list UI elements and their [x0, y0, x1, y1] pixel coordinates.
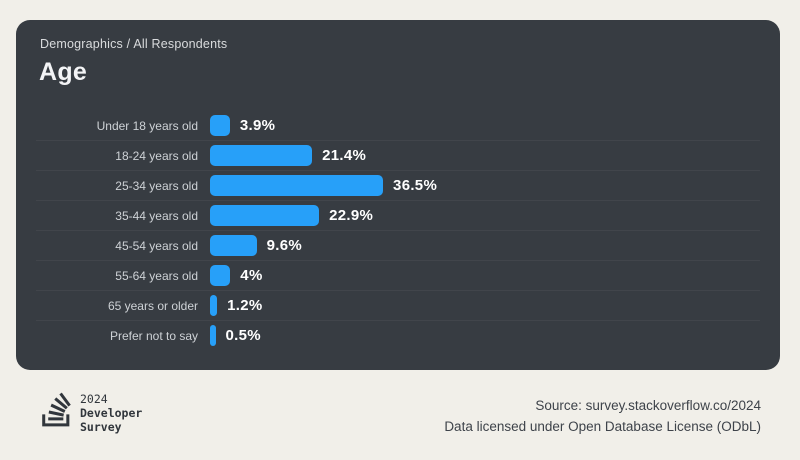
survey-logo-text: 2024 Developer Survey [80, 390, 142, 434]
bar [210, 115, 230, 136]
bar-value: 22.9% [329, 207, 374, 224]
bar-area: 21.4% [210, 145, 760, 166]
bar [210, 295, 218, 316]
logo-year: 2024 [80, 392, 108, 406]
bar-area: 9.6% [210, 235, 760, 256]
logo-line-survey: Survey [80, 420, 122, 434]
chart-row: 45-54 years old 9.6% [36, 230, 760, 260]
bar [210, 265, 231, 286]
bar-value: 4% [240, 267, 263, 284]
bar [210, 145, 313, 166]
bar-value: 9.6% [266, 237, 302, 254]
row-label: 18-24 years old [115, 148, 198, 163]
chart-row: 35-44 years old 22.9% [36, 200, 760, 230]
bar [210, 205, 320, 226]
age-bar-chart: Under 18 years old 3.9% 18-24 years old 21.… [36, 110, 760, 350]
stackoverflow-logo-icon [42, 392, 71, 427]
bar-area: 22.9% [210, 205, 760, 226]
bar-value: 21.4% [322, 147, 367, 164]
chart-row: Prefer not to say 0.5% [36, 320, 760, 350]
row-label: Prefer not to say [109, 328, 198, 343]
bar-area: 4% [210, 265, 760, 286]
row-label: 45-54 years old [115, 238, 198, 253]
chart-row: 55-64 years old 4% [36, 260, 760, 290]
survey-card: Demographics / All Respondents Age Under… [16, 20, 780, 370]
bar [210, 175, 384, 196]
logo-line-developer: Developer [80, 406, 143, 420]
breadcrumb: Demographics / All Respondents [40, 37, 228, 51]
chart-row: 25-34 years old 36.5% [36, 170, 760, 200]
source-text: Source: survey.stackoverflow.co/2024 [535, 398, 761, 413]
footer-source: Source: survey.stackoverflow.co/2024 Dat… [444, 395, 761, 437]
bar-value: 3.9% [239, 117, 276, 134]
bar [210, 235, 257, 256]
bar-value: 0.5% [225, 327, 261, 344]
bar-area: 3.9% [210, 115, 760, 136]
bar-value: 1.2% [227, 297, 263, 314]
chart-row: Under 18 years old 3.9% [36, 110, 760, 140]
chart-row: 65 years or older 1.2% [36, 290, 760, 320]
bar-value: 36.5% [393, 177, 438, 194]
row-label: 35-44 years old [115, 208, 198, 223]
license-text: Data licensed under Open Database Licens… [444, 419, 761, 434]
bar-area: 0.5% [210, 325, 760, 346]
bar-area: 36.5% [210, 175, 760, 196]
row-label: 55-64 years old [115, 268, 198, 283]
survey-logo: 2024 Developer Survey [42, 390, 142, 434]
chart-row: 18-24 years old 21.4% [36, 140, 760, 170]
row-label: 25-34 years old [115, 178, 198, 193]
bar [210, 325, 216, 346]
row-label: 65 years or older [107, 298, 198, 313]
bar-area: 1.2% [210, 295, 760, 316]
page-title: Age [39, 58, 88, 86]
row-label: Under 18 years old [96, 118, 198, 133]
